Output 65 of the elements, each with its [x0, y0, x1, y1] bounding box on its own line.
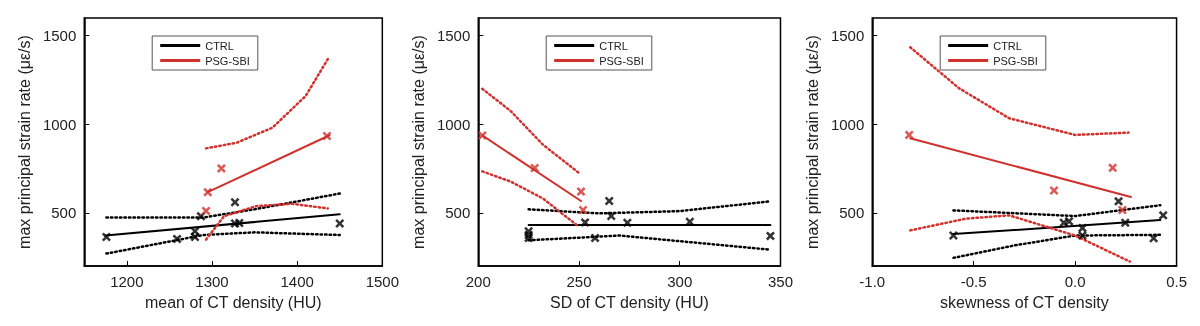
point [1117, 205, 1127, 215]
x-tick-label: 1200 [110, 273, 144, 290]
point [580, 217, 590, 227]
legend-label: PSG-SBI [205, 54, 250, 67]
point [530, 163, 540, 173]
legend-label: PSG-SBI [993, 54, 1038, 67]
point [1149, 233, 1159, 243]
y-tick-label: 1000 [436, 115, 471, 133]
y-tick-label: 500 [445, 204, 471, 222]
point [101, 232, 111, 242]
x-tick-label: 250 [566, 273, 592, 290]
point [765, 231, 775, 241]
point [576, 187, 586, 197]
point [604, 196, 614, 206]
x-axis-title: mean of CT density (HU) [144, 293, 322, 311]
point [606, 211, 616, 221]
x-tick-label: 0.5 [1166, 273, 1187, 290]
y-tick-label: 1000 [830, 115, 865, 133]
line-series [952, 233, 1162, 260]
x-tick-label: 1500 [365, 273, 399, 290]
point [477, 130, 487, 140]
point [216, 163, 226, 173]
point [1114, 196, 1124, 206]
x-tick-label: -1.0 [859, 273, 886, 290]
y-tick-label: 1500 [436, 27, 471, 45]
line-series [908, 214, 1132, 263]
legend-label: CTRL [993, 39, 1022, 52]
point [230, 197, 240, 207]
point [1077, 231, 1087, 241]
y-tick-label: 1500 [830, 27, 865, 45]
point [1108, 163, 1118, 173]
x-tick-label: -0.5 [960, 273, 987, 290]
x-tick-label: 1300 [195, 273, 229, 290]
line-series [481, 87, 581, 175]
x-tick-label: 200 [465, 273, 491, 290]
x-tick-label: 1400 [280, 273, 314, 290]
y-tick-label: 1500 [42, 27, 77, 45]
point [1077, 223, 1087, 233]
y-axis-title: max principal strain rate (με/s) [15, 35, 33, 249]
point [1120, 218, 1130, 228]
point [335, 218, 345, 228]
legend-label: PSG-SBI [599, 54, 644, 67]
y-tick-label: 500 [839, 204, 865, 222]
x-tick-label: 350 [767, 273, 793, 290]
point [685, 217, 695, 227]
y-tick-label: 500 [51, 204, 77, 222]
legend-label: CTRL [599, 39, 628, 52]
point [622, 218, 632, 228]
point [203, 187, 213, 197]
y-tick-label: 1000 [42, 115, 77, 133]
x-tick-label: 0.0 [1064, 273, 1086, 290]
point [948, 231, 958, 241]
point [1064, 216, 1074, 226]
point [904, 130, 914, 140]
point [1158, 210, 1168, 220]
point [1049, 186, 1059, 196]
point [234, 218, 244, 228]
y-axis-title: max principal strain rate (με/s) [803, 35, 821, 249]
x-tick-label: 300 [667, 273, 693, 290]
line-series [204, 202, 330, 241]
y-axis-title: max principal strain rate (με/s) [409, 35, 427, 249]
x-axis-title: skewness of CT density [940, 293, 1109, 311]
x-axis-title: SD of CT density (HU) [549, 293, 709, 311]
line-series [204, 57, 330, 150]
legend-label: CTRL [205, 39, 234, 52]
